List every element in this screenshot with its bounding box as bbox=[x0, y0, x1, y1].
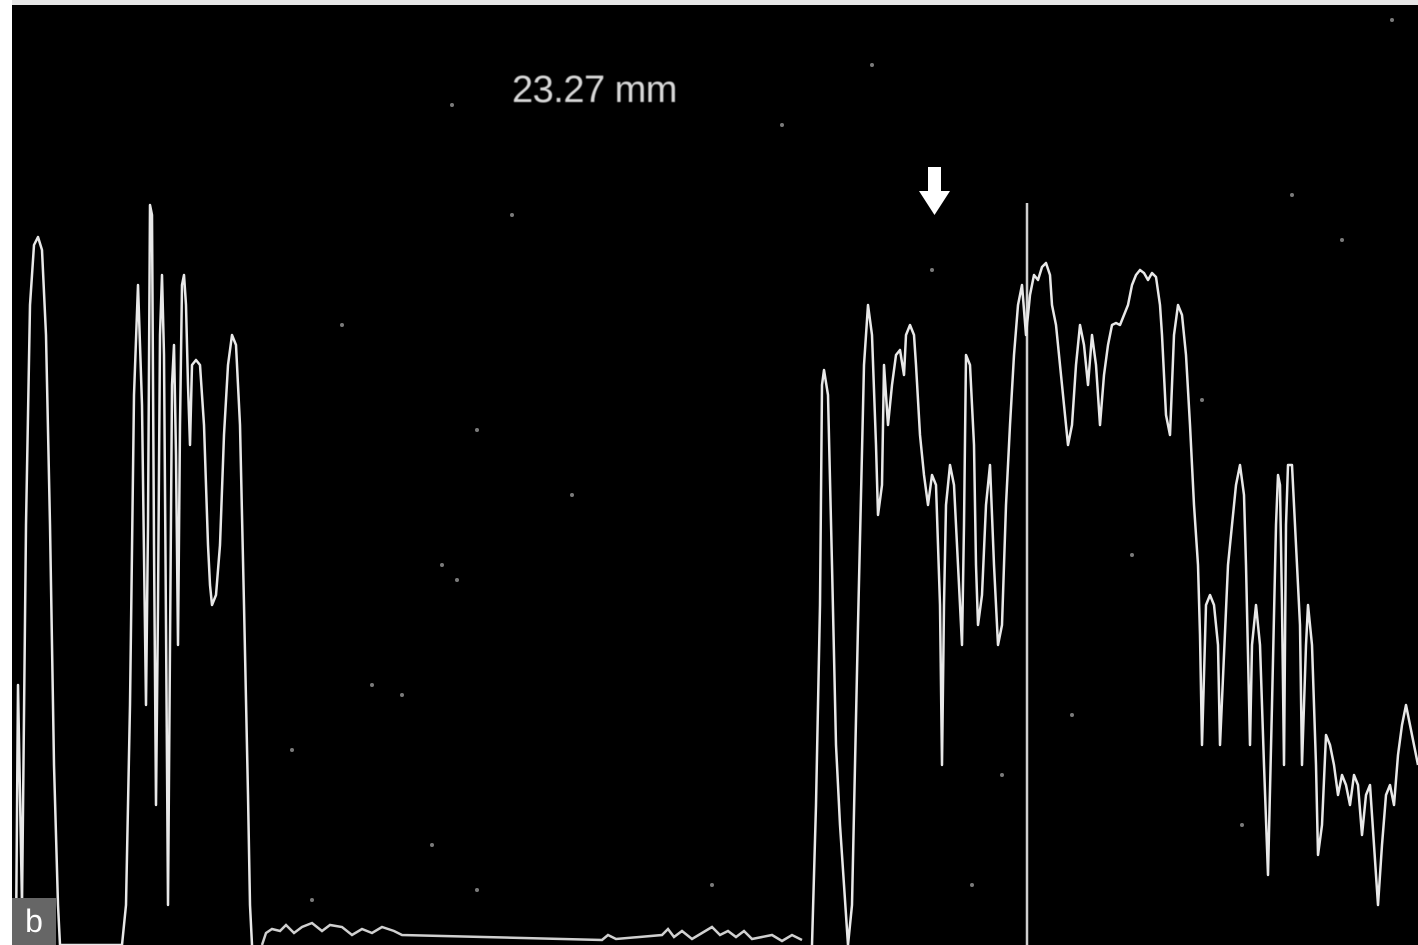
measurement-label: 23.27 mm bbox=[512, 69, 677, 111]
right-waveform bbox=[810, 261, 1418, 945]
down-arrow-icon bbox=[919, 167, 950, 215]
noise-speckles bbox=[290, 18, 1394, 902]
image-top-border bbox=[0, 0, 1418, 5]
waveform-trace bbox=[14, 18, 1418, 945]
left-waveform bbox=[14, 203, 254, 945]
baseline-clutter bbox=[260, 921, 803, 945]
ultrasound-scan-panel: 23.27 mm b bbox=[12, 5, 1418, 945]
image-left-border bbox=[0, 0, 12, 945]
panel-label: b bbox=[12, 898, 56, 945]
